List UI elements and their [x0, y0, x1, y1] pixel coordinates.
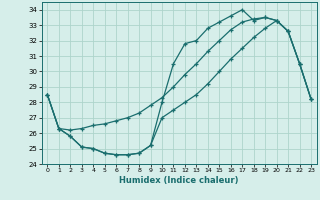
- X-axis label: Humidex (Indice chaleur): Humidex (Indice chaleur): [119, 176, 239, 185]
